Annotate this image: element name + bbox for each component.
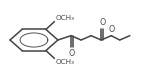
- Text: OCH₃: OCH₃: [55, 59, 74, 65]
- Text: O: O: [108, 25, 115, 34]
- Text: OCH₃: OCH₃: [55, 15, 74, 21]
- Text: O: O: [99, 18, 105, 27]
- Text: O: O: [69, 49, 75, 58]
